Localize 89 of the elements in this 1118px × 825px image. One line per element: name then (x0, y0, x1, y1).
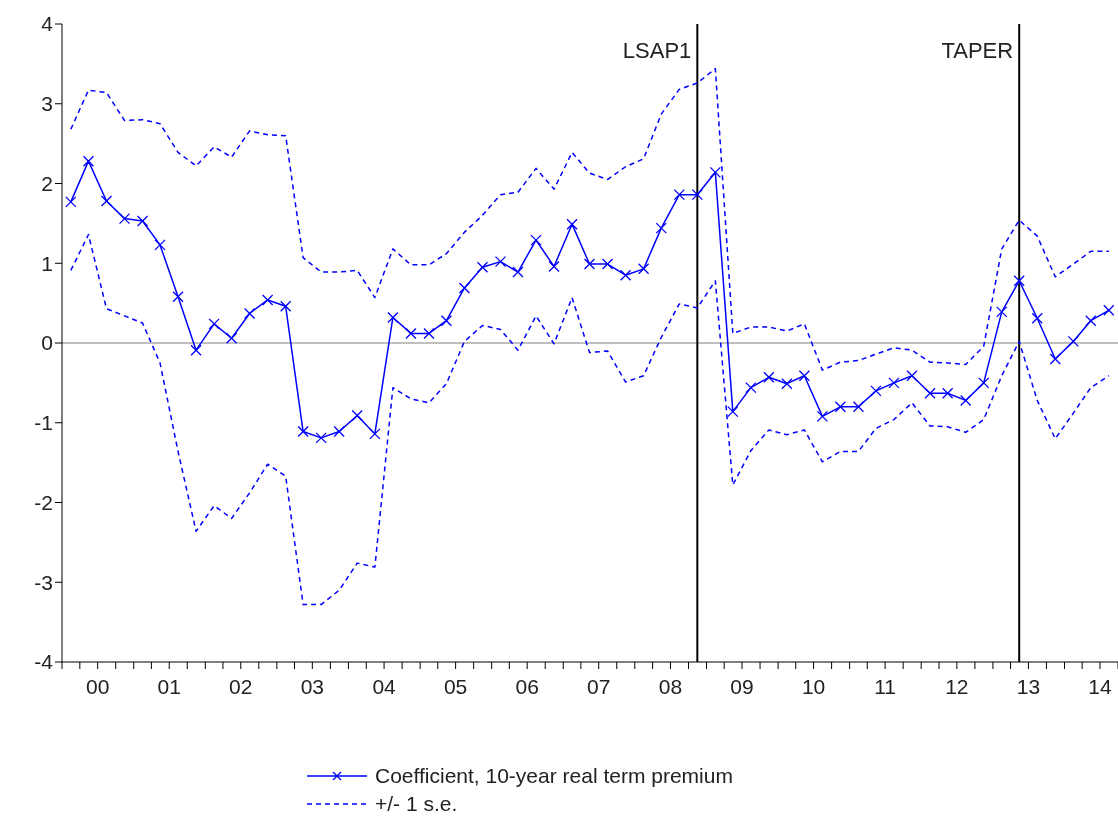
y-tick-label: 4 (41, 12, 54, 36)
point (781, 378, 793, 390)
x-tick-label: 13 (1016, 674, 1041, 698)
y-tick-label: -2 (34, 490, 53, 514)
point (225, 332, 238, 344)
point (118, 212, 131, 225)
point (172, 291, 184, 303)
point (423, 327, 435, 340)
point (1067, 335, 1079, 348)
point (709, 166, 722, 178)
point (691, 189, 703, 201)
point (1031, 312, 1043, 324)
point (798, 370, 811, 382)
point (583, 258, 596, 270)
point (763, 371, 775, 383)
point (619, 269, 632, 281)
point (297, 425, 309, 438)
point (942, 387, 954, 399)
y-tick-label: -3 (34, 570, 53, 594)
point (566, 218, 578, 230)
x-tick-label: 00 (86, 674, 110, 698)
line-series (70, 233, 1110, 606)
point (512, 266, 524, 278)
point (637, 263, 650, 275)
point (996, 306, 1008, 318)
point (458, 282, 471, 294)
point (906, 370, 918, 382)
x-tick-label: 07 (587, 674, 611, 698)
legend-label: Coefficient, 10-year real term premium (375, 763, 733, 789)
point (960, 394, 972, 407)
point (333, 425, 345, 438)
point (816, 410, 829, 423)
x-tick-label: 14 (1088, 674, 1112, 698)
point (261, 294, 274, 306)
legend-label: +/- 1 s.e. (375, 791, 458, 817)
point (387, 311, 399, 324)
point (888, 377, 900, 389)
point (243, 307, 256, 320)
point (924, 387, 936, 399)
y-tick-label: -4 (34, 650, 54, 674)
y-tick-label: 2 (41, 171, 53, 195)
x-tick-label: 06 (515, 674, 539, 698)
point (852, 401, 865, 413)
point (1049, 353, 1061, 365)
x-tick-label: 10 (801, 674, 826, 698)
point (154, 239, 166, 251)
point (190, 344, 202, 356)
point (440, 315, 453, 327)
y-tick-label: 3 (41, 92, 53, 116)
point (727, 405, 739, 418)
point (655, 222, 667, 234)
point (1085, 315, 1097, 327)
y-tick-label: 1 (41, 251, 53, 275)
point (978, 377, 990, 389)
point (548, 260, 560, 273)
point (351, 409, 363, 422)
point (82, 155, 95, 167)
point (494, 256, 507, 268)
point (100, 195, 113, 207)
x-tick-label: 03 (300, 674, 325, 698)
ref-line-label: LSAP1 (622, 38, 692, 63)
point (369, 428, 381, 440)
point (280, 300, 292, 312)
point (1103, 304, 1115, 316)
point (530, 234, 542, 246)
point (601, 258, 614, 270)
point (834, 401, 847, 413)
x-tick-label: 08 (658, 674, 683, 698)
point (136, 215, 149, 227)
x-tick-label: 05 (443, 674, 468, 698)
point (870, 385, 882, 397)
x-tick-label: 12 (945, 674, 969, 698)
x-tick-label: 04 (372, 674, 397, 698)
point (208, 318, 220, 330)
x-tick-label: 09 (730, 674, 754, 698)
x-tick-label: 11 (874, 674, 897, 698)
point (476, 261, 489, 273)
point (673, 189, 685, 201)
ref-line-label: TAPER (941, 38, 1014, 63)
x-tick-label: 01 (157, 674, 181, 698)
point (405, 327, 417, 340)
x-tick-label: 02 (229, 674, 253, 698)
y-tick-label: -1 (34, 411, 53, 435)
point (65, 196, 77, 208)
line-series (70, 67, 1110, 371)
point (315, 432, 327, 444)
point (1013, 275, 1025, 287)
y-tick-label: 0 (41, 331, 53, 355)
point (745, 382, 757, 394)
